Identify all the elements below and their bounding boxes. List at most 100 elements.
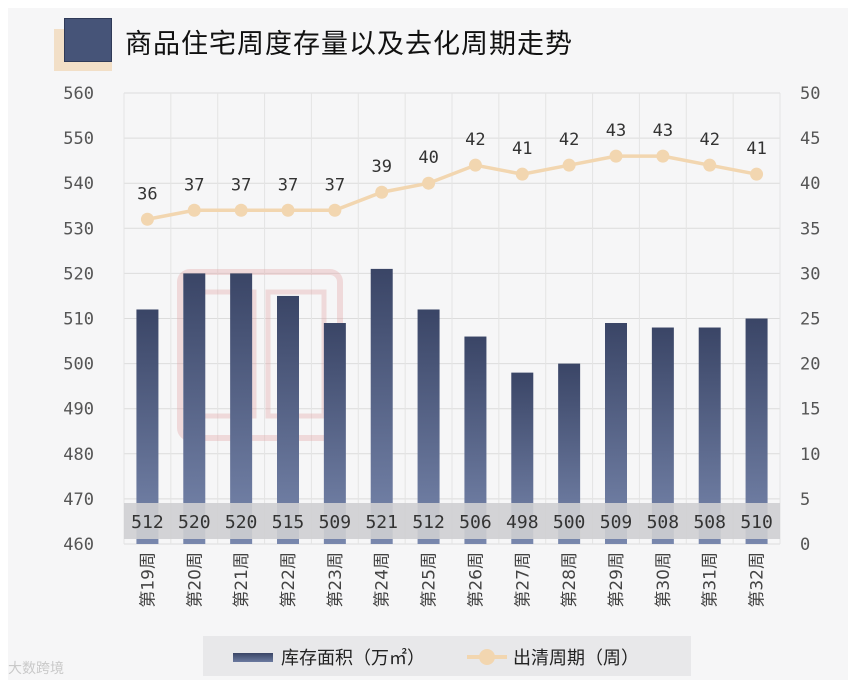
- clearance-point: [281, 203, 295, 217]
- right-tick-label: 45: [800, 129, 820, 149]
- clearance-point: [422, 176, 436, 190]
- inventory-bar: [651, 327, 674, 544]
- bar-value-label: 508: [693, 512, 726, 533]
- x-category-label: 第22周: [279, 552, 299, 608]
- bar-label-band: [124, 503, 780, 539]
- x-category-label: 第25周: [420, 552, 440, 608]
- left-tick-label: 470: [63, 490, 94, 510]
- x-category-label: 第26周: [466, 552, 486, 608]
- clearance-data-label: 39: [371, 157, 391, 177]
- bar-value-label: 515: [272, 512, 305, 533]
- clearance-data-label: 36: [137, 184, 157, 204]
- bar-value-label: 521: [365, 512, 398, 533]
- legend-line-swatch: [467, 649, 507, 665]
- clearance-point: [375, 185, 389, 199]
- x-category-label: 第27周: [513, 552, 533, 608]
- clearance-data-label: 42: [465, 130, 485, 150]
- bar-value-label: 512: [412, 512, 445, 533]
- clearance-point: [234, 203, 248, 217]
- x-category-label: 第32周: [748, 552, 768, 608]
- bar-value-label: 498: [506, 512, 539, 533]
- x-category-label: 第29周: [607, 552, 627, 608]
- clearance-point: [656, 149, 670, 163]
- clearance-point: [703, 158, 717, 172]
- clearance-data-label: 37: [231, 175, 251, 195]
- x-category-label: 第19周: [138, 552, 158, 608]
- bar-value-label: 520: [225, 512, 258, 533]
- clearance-data-label: 40: [418, 148, 438, 168]
- x-category-label: 第21周: [232, 552, 252, 608]
- bar-value-label: 520: [178, 512, 211, 533]
- clearance-point: [750, 167, 764, 181]
- right-tick-label: 35: [800, 219, 820, 239]
- line-layer: 36 37 37 37 37 39 40 42 41 42 43 43 42 41: [137, 121, 767, 226]
- inventory-bar: [183, 273, 206, 544]
- clearance-line: [147, 154, 757, 221]
- legend-item-bars: 库存面积（万㎡）: [233, 644, 425, 670]
- bar-value-label: 508: [647, 512, 680, 533]
- clearance-data-label: 41: [746, 139, 766, 159]
- left-tick-label: 490: [63, 400, 94, 420]
- inventory-bar: [558, 363, 581, 544]
- bar-value-label: 512: [131, 512, 164, 533]
- bar-layer: [136, 268, 768, 544]
- bar-value-label: 500: [553, 512, 586, 533]
- inventory-bar: [745, 318, 768, 544]
- legend-label-bars: 库存面积（万㎡）: [281, 648, 425, 669]
- x-category-label: 第23周: [326, 552, 346, 608]
- inventory-bar: [230, 273, 253, 544]
- clearance-point: [468, 158, 482, 172]
- clearance-point: [562, 158, 576, 172]
- left-tick-label: 560: [63, 84, 94, 104]
- clearance-data-label: 37: [325, 175, 345, 195]
- clearance-point: [328, 203, 342, 217]
- right-tick-label: 10: [800, 445, 820, 465]
- clearance-data-label: 42: [699, 130, 719, 150]
- right-tick-label: 40: [800, 174, 820, 194]
- legend-item-line: 出清周期（周）: [467, 644, 639, 670]
- bar-value-label: 509: [319, 512, 352, 533]
- inventory-bar: [323, 323, 346, 544]
- left-tick-label: 540: [63, 174, 94, 194]
- bar-value-label: 506: [459, 512, 492, 533]
- x-category-label: 第28周: [560, 552, 580, 608]
- x-category-label: 第30周: [654, 552, 674, 608]
- inventory-bar: [698, 327, 721, 544]
- right-tick-label: 50: [800, 84, 820, 104]
- axis-layer: 4604704804905005105205305405505600510152…: [63, 84, 820, 608]
- chart-title: 商品住宅周度存量以及去化周期走势: [125, 29, 573, 60]
- corner-watermark: 大数跨境: [8, 661, 64, 677]
- left-tick-label: 550: [63, 129, 94, 149]
- right-tick-label: 30: [800, 264, 820, 284]
- x-category-label: 第31周: [701, 552, 721, 608]
- inventory-bar: [370, 268, 393, 544]
- bar-value-label: 510: [740, 512, 773, 533]
- clearance-data-label: 41: [512, 139, 532, 159]
- clearance-point: [187, 203, 201, 217]
- clearance-data-label: 37: [184, 175, 204, 195]
- left-tick-label: 520: [63, 264, 94, 284]
- inventory-bar: [605, 323, 627, 544]
- right-tick-label: 5: [800, 490, 810, 510]
- legend: 库存面积（万㎡） 出清周期（周）: [203, 636, 691, 676]
- bar-value-label: 509: [600, 512, 633, 533]
- clearance-point: [609, 149, 623, 163]
- clearance-data-label: 43: [606, 121, 626, 141]
- bar-value-band: 512 520 520 515 509 521 512 506 498 500 509 508 508 5…: [124, 503, 780, 539]
- clearance-point: [515, 167, 529, 181]
- clearance-data-label: 43: [653, 121, 673, 141]
- x-category-label: 第20周: [185, 552, 205, 608]
- inventory-bar: [511, 372, 534, 544]
- clearance-data-label: 42: [559, 130, 579, 150]
- title-decoration-front: [64, 18, 112, 62]
- right-tick-label: 20: [800, 355, 820, 375]
- left-tick-label: 500: [63, 355, 94, 375]
- clearance-point: [140, 212, 154, 226]
- right-tick-label: 0: [800, 535, 810, 555]
- inventory-bar: [417, 309, 440, 544]
- x-category-label: 第24周: [373, 552, 393, 608]
- right-tick-label: 15: [800, 400, 820, 420]
- left-tick-label: 480: [63, 445, 94, 465]
- clearance-data-label: 37: [278, 175, 298, 195]
